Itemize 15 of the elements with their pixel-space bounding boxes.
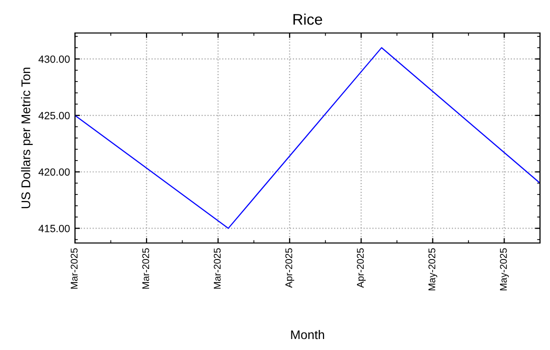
x-tick-label: Apr-2025 bbox=[356, 248, 366, 288]
y-tick-label: 430.00 bbox=[38, 55, 70, 63]
chart-title: Rice bbox=[293, 14, 322, 25]
y-tick-label: 420.00 bbox=[38, 168, 70, 176]
x-tick-label: Mar-2025 bbox=[70, 248, 78, 289]
y-axis-title: US Dollars per Metric Ton bbox=[21, 68, 33, 208]
x-tick-label: Mar-2025 bbox=[142, 248, 150, 289]
x-tick-label: Apr-2025 bbox=[285, 248, 294, 288]
x-axis-title: Month bbox=[291, 330, 324, 340]
y-tick-label: 425.00 bbox=[38, 112, 70, 120]
y-tick-label: 415.00 bbox=[38, 224, 70, 232]
x-tick-label: May-2025 bbox=[428, 248, 438, 290]
line-series bbox=[75, 47, 540, 229]
x-tick-label: May-2025 bbox=[500, 248, 509, 290]
x-tick-label: Mar-2025 bbox=[214, 248, 221, 289]
